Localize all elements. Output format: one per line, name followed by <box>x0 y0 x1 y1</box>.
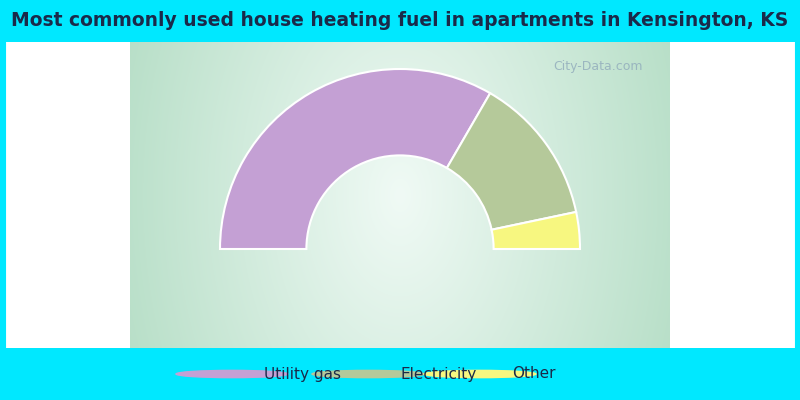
Text: Utility gas: Utility gas <box>264 366 341 382</box>
Wedge shape <box>220 69 490 249</box>
Text: Most commonly used house heating fuel in apartments in Kensington, KS: Most commonly used house heating fuel in… <box>11 12 789 30</box>
Circle shape <box>176 370 288 378</box>
Text: City-Data.com: City-Data.com <box>554 60 643 73</box>
Wedge shape <box>447 93 576 230</box>
Circle shape <box>424 370 536 378</box>
Wedge shape <box>491 212 580 249</box>
Text: Electricity: Electricity <box>400 366 476 382</box>
Circle shape <box>312 370 424 378</box>
Text: Other: Other <box>512 366 555 382</box>
